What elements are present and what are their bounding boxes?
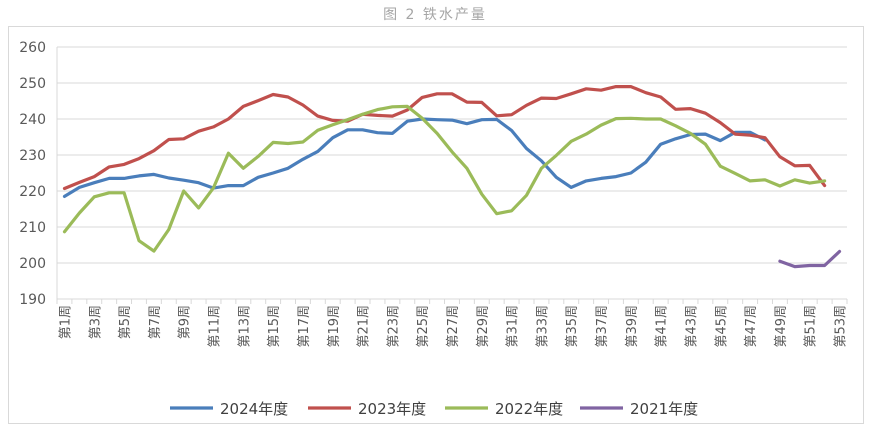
y-tick-label: 210	[19, 220, 46, 236]
x-tick-label: 第39周	[625, 305, 640, 348]
x-tick-label: 第21周	[357, 305, 372, 348]
legend: 2024年度 2023年度 2022年度 2021年度	[170, 400, 698, 418]
y-tick-label: 260	[19, 40, 46, 56]
x-tick-label: 第29周	[476, 305, 491, 348]
x-tick-label: 第41周	[655, 305, 670, 348]
x-tick-label: 第7周	[148, 305, 163, 339]
x-tick-label: 第43周	[684, 305, 699, 348]
x-tick-label: 第17周	[297, 305, 312, 348]
x-tick-label: 第25周	[416, 305, 431, 348]
x-tick-label: 第47周	[744, 305, 759, 348]
x-tick-label: 第27周	[446, 305, 461, 348]
x-tick-label: 第13周	[237, 305, 252, 348]
y-tick-label: 230	[19, 148, 46, 164]
x-tick-label: 第1周	[58, 305, 73, 339]
x-tick-label: 第53周	[834, 305, 849, 348]
x-tick-label: 第51周	[804, 305, 819, 348]
legend-label: 2023年度	[358, 400, 426, 418]
legend-label: 2024年度	[220, 400, 288, 418]
x-tick-label: 第45周	[714, 305, 729, 348]
series-line-2	[62, 84, 827, 191]
x-tick-label: 第35周	[565, 305, 580, 348]
y-tick-label: 250	[19, 76, 46, 92]
chart-title: 图 2 铁水产量	[383, 7, 487, 23]
y-tick-label: 220	[19, 184, 46, 200]
x-tick-label: 第11周	[208, 305, 223, 348]
x-axis: 第1周 第3周 第5周 第7周 第9周 第11周 第13周 第15周 第17周 第19周 第21周第…	[56, 299, 849, 348]
x-tick-label: 第33周	[535, 305, 550, 348]
y-axis: 190 200 210 220 230 240 250 260	[19, 40, 58, 308]
x-tick-label: 第19周	[327, 305, 342, 348]
series-line-1	[62, 117, 767, 198]
series-line-3	[62, 104, 827, 253]
x-tick-label: 第9周	[178, 305, 193, 339]
series-line-4	[778, 249, 842, 269]
gridlines	[57, 46, 847, 300]
x-tick-label: 第3周	[88, 305, 103, 339]
x-tick-label: 第23周	[386, 305, 401, 348]
x-tick-label: 第49周	[774, 305, 789, 348]
x-tick-label: 第31周	[506, 305, 521, 348]
legend-label: 2021年度	[630, 400, 698, 418]
y-tick-label: 240	[19, 112, 46, 128]
y-tick-label: 190	[19, 292, 46, 308]
x-tick-label: 第37周	[595, 305, 610, 348]
x-tick-label: 第5周	[118, 305, 133, 339]
y-tick-label: 200	[19, 256, 46, 272]
series-group	[62, 84, 842, 269]
legend-label: 2022年度	[495, 400, 563, 418]
x-tick-label: 第15周	[267, 305, 282, 348]
chart-frame	[8, 26, 864, 424]
